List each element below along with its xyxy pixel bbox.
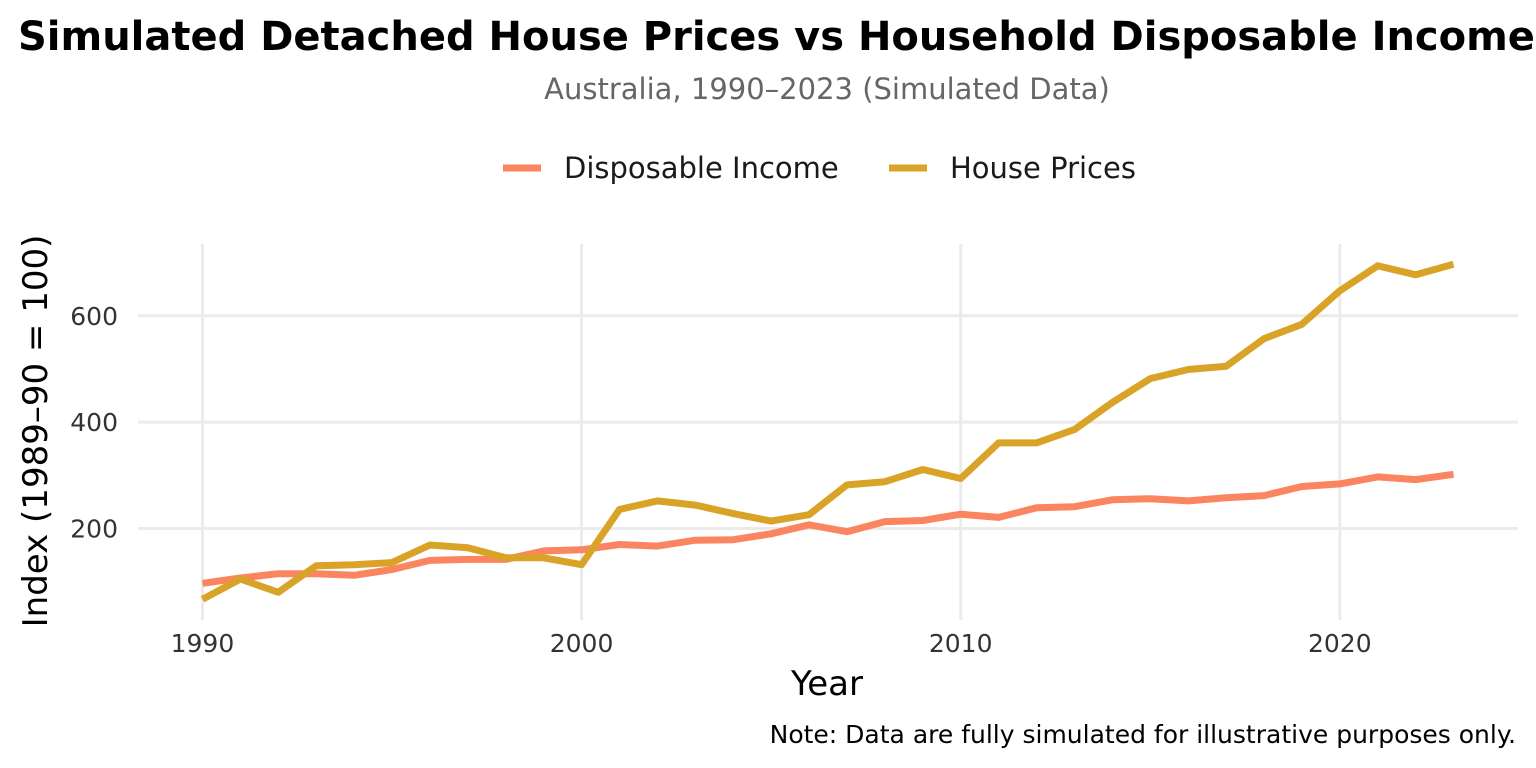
y-axis-title: Index (1989–90 = 100) [16,235,56,628]
y-axis-ticks: 200 400 600 [70,302,118,544]
x-tick-label-2020: 2020 [1308,629,1372,658]
x-tick-label-1990: 1990 [171,629,235,658]
series-line-disposable-income [202,470,1454,587]
legend-label-disposable-income: Disposable Income [564,151,839,185]
y-tick-label-400: 400 [70,408,118,437]
series-line-house-prices [200,260,1455,603]
chart-subtitle: Australia, 1990–2023 (Simulated Data) [544,72,1110,106]
x-tick-label-2000: 2000 [550,629,614,658]
x-axis-ticks: 1990 2000 2010 2020 [171,629,1372,658]
legend: Disposable Income House Prices [503,151,1136,185]
series-lines [200,260,1455,603]
chart-title: Simulated Detached House Prices vs House… [18,14,1535,60]
y-tick-label-600: 600 [70,302,118,331]
x-axis-title: Year [790,664,863,704]
y-tick-label-200: 200 [70,515,118,544]
legend-label-house-prices: House Prices [950,151,1136,185]
x-tick-label-2010: 2010 [929,629,993,658]
chart-caption: Note: Data are fully simulated for illus… [770,720,1516,749]
